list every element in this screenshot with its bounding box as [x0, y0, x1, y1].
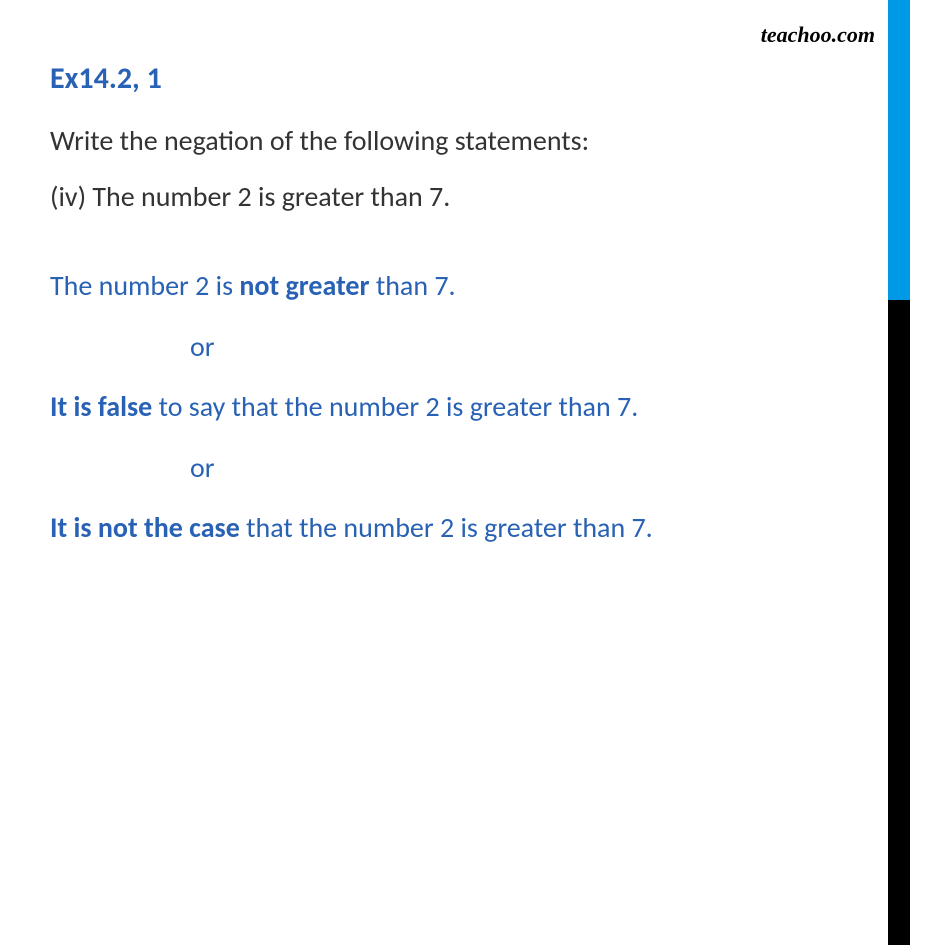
question-line-1: Write the negation of the following stat…	[50, 117, 895, 165]
answer-1-prefix: The number 2 is	[50, 268, 239, 303]
answer-1-bold: not greater	[239, 268, 369, 303]
sidebar-accent-blue	[888, 0, 910, 300]
answer-2-bold: It is false	[50, 389, 152, 424]
answer-option-2: It is false to say that the number 2 is …	[50, 386, 895, 428]
or-separator-1: or	[190, 329, 895, 364]
answer-3-suffix: that the number 2 is greater than 7.	[240, 510, 653, 545]
or-separator-2: or	[190, 450, 895, 485]
answer-2-suffix: to say that the number 2 is greater than…	[152, 389, 638, 424]
answer-option-1: The number 2 is not greater than 7.	[50, 265, 895, 307]
answer-block: The number 2 is not greater than 7. or I…	[50, 265, 895, 549]
document-content: Ex14.2, 1 Write the negation of the foll…	[0, 0, 945, 549]
answer-option-3: It is not the case that the number 2 is …	[50, 507, 895, 549]
watermark-text: teachoo.com	[761, 22, 875, 48]
answer-1-suffix: than 7.	[369, 268, 455, 303]
sidebar-accent-black	[888, 300, 910, 945]
exercise-heading: Ex14.2, 1	[50, 60, 895, 97]
question-line-2: (iv) The number 2 is greater than 7.	[50, 173, 895, 221]
answer-3-bold: It is not the case	[50, 510, 240, 545]
